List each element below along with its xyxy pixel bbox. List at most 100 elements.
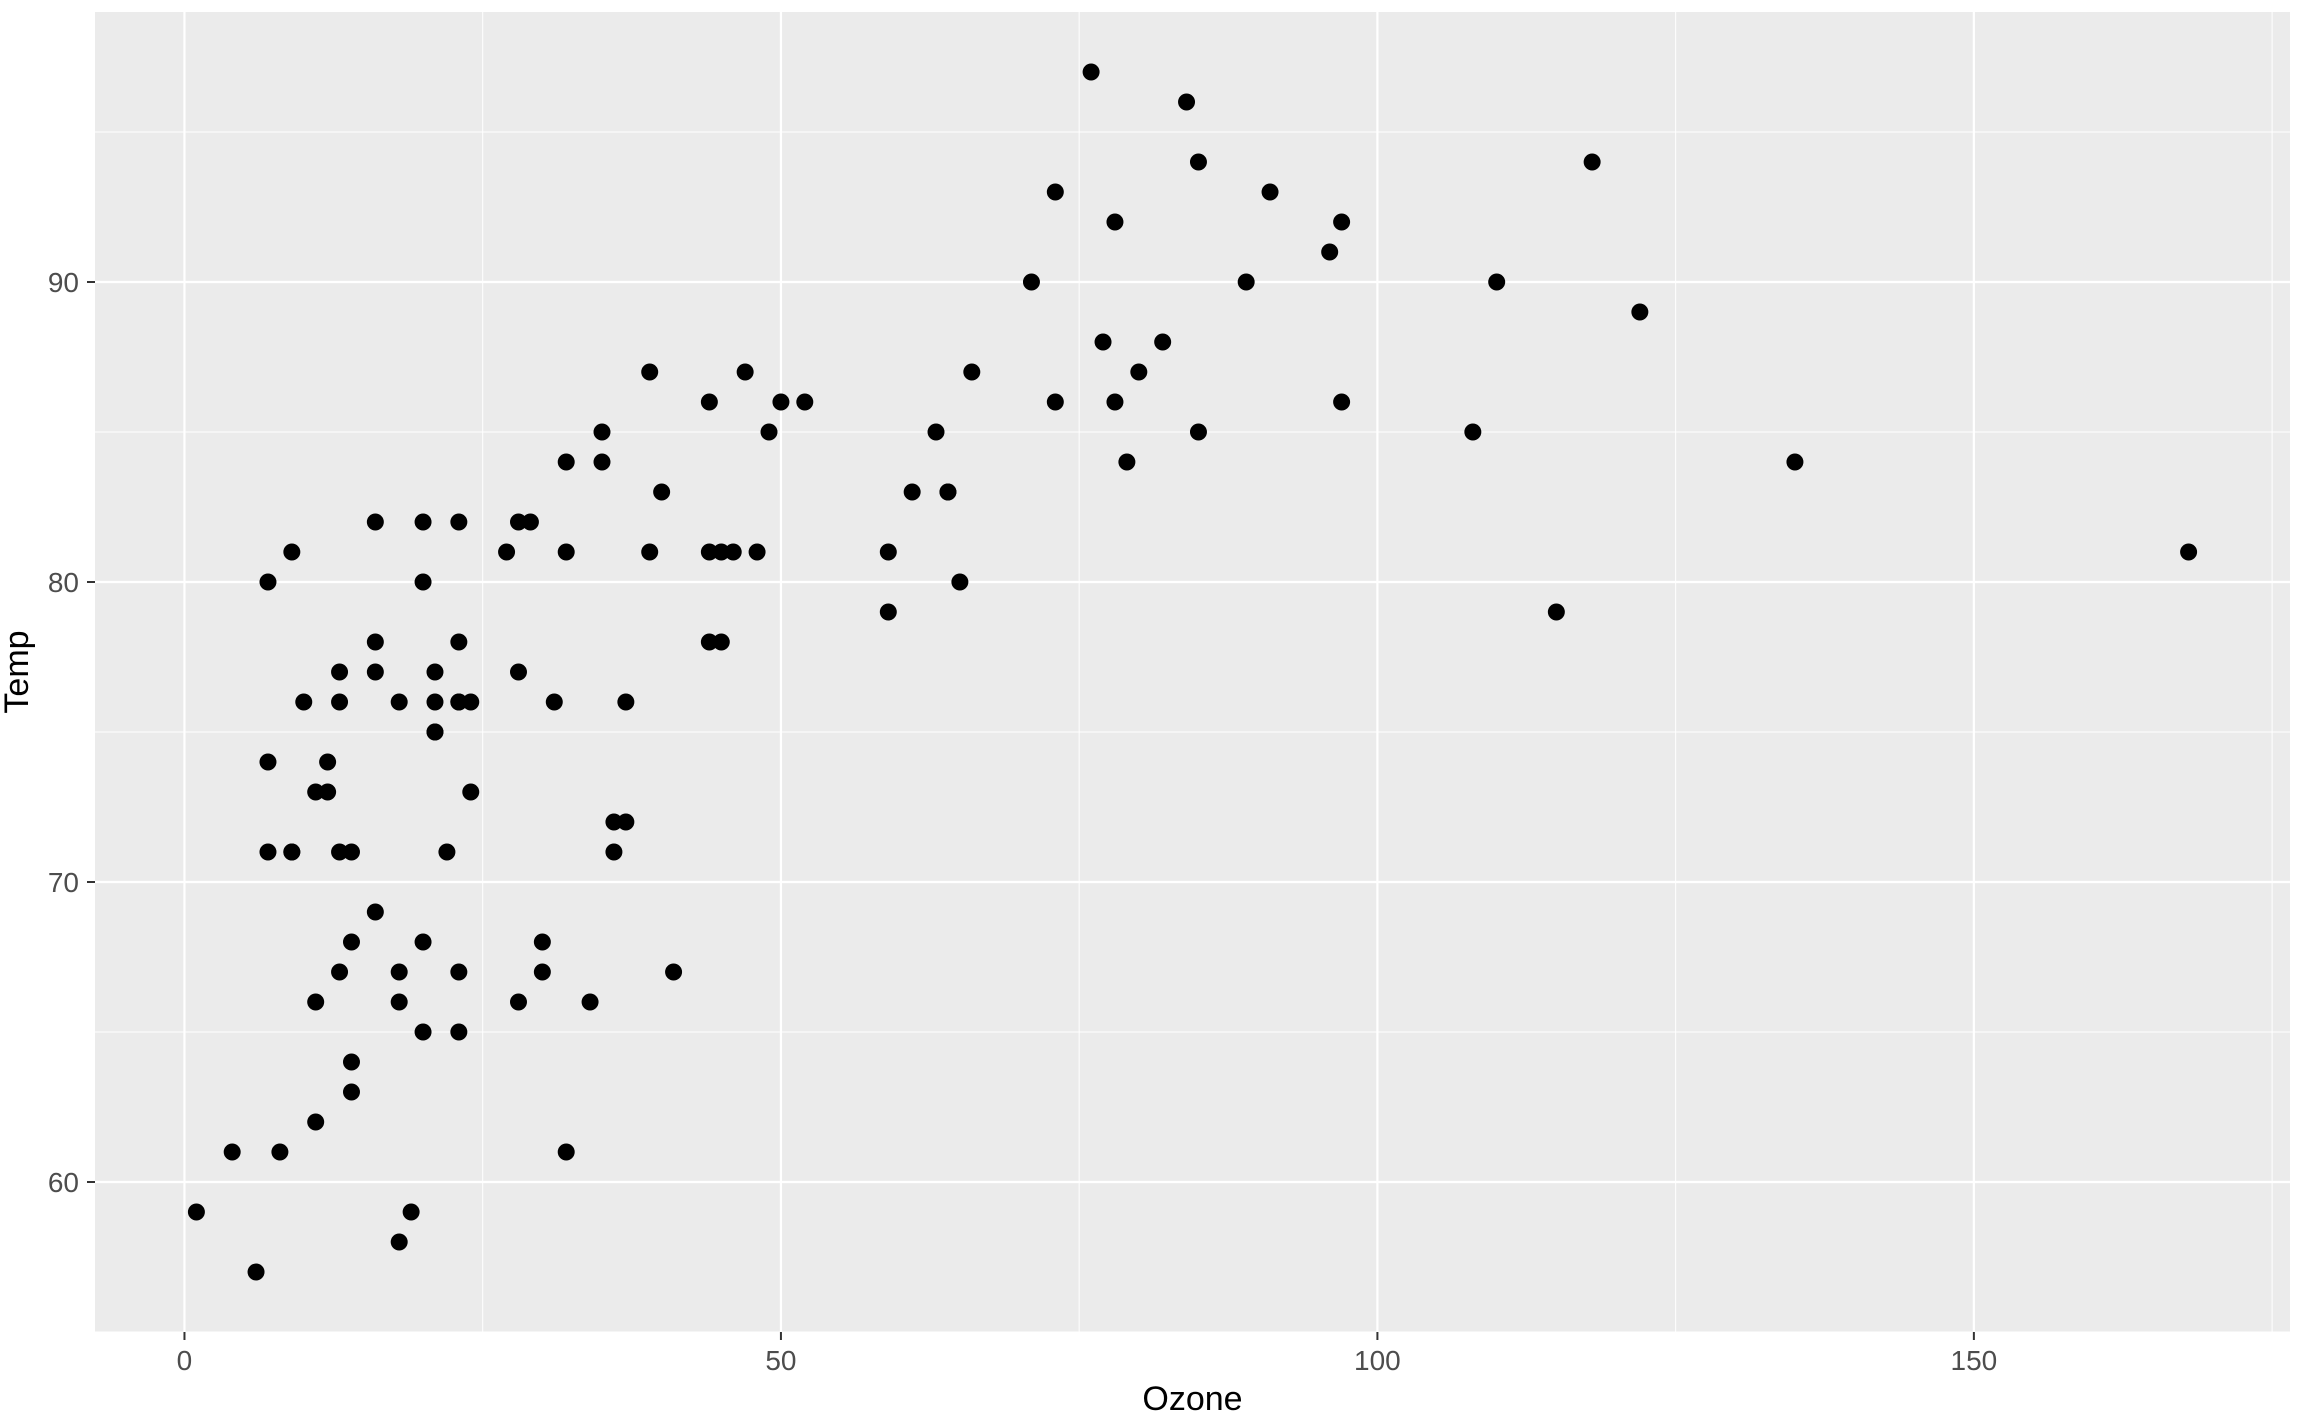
data-point	[307, 1114, 324, 1131]
data-point	[224, 1144, 241, 1161]
data-point	[605, 844, 622, 861]
data-point	[415, 1024, 432, 1041]
data-point	[188, 1204, 205, 1221]
data-point	[772, 394, 789, 411]
data-point	[343, 1054, 360, 1071]
data-point	[426, 694, 443, 711]
data-point	[558, 544, 575, 561]
data-point	[534, 934, 551, 951]
data-point	[331, 694, 348, 711]
data-point	[1083, 64, 1100, 81]
data-point	[319, 784, 336, 801]
data-point	[558, 454, 575, 471]
data-point	[259, 574, 276, 591]
data-point	[248, 1264, 265, 1281]
data-point	[367, 664, 384, 681]
data-point	[426, 724, 443, 741]
data-point	[880, 544, 897, 561]
data-point	[558, 1144, 575, 1161]
data-point	[617, 814, 634, 831]
data-point	[1047, 394, 1064, 411]
data-point	[283, 844, 300, 861]
data-point	[307, 994, 324, 1011]
data-point	[450, 634, 467, 651]
chart-svg: 0 50 100 150 60 70 80 90 Ozone Temp	[0, 0, 2304, 1423]
data-point	[1154, 334, 1171, 351]
data-point	[259, 754, 276, 771]
x-tick-label: 150	[1951, 1345, 1998, 1376]
data-point	[1333, 394, 1350, 411]
data-point	[951, 574, 968, 591]
data-point	[415, 514, 432, 531]
data-point	[761, 424, 778, 441]
x-tick-label: 50	[765, 1345, 796, 1376]
data-point	[1130, 364, 1147, 381]
data-point	[367, 634, 384, 651]
data-point	[498, 544, 515, 561]
y-axis-title: Temp	[0, 630, 36, 713]
data-point	[1631, 304, 1648, 321]
data-point	[904, 484, 921, 501]
data-point	[403, 1204, 420, 1221]
data-point	[391, 994, 408, 1011]
data-point	[1464, 424, 1481, 441]
x-axis-title: Ozone	[1142, 1380, 1242, 1418]
data-point	[343, 1084, 360, 1101]
data-point	[1190, 424, 1207, 441]
data-point	[1178, 94, 1195, 111]
data-point	[343, 844, 360, 861]
data-point	[737, 364, 754, 381]
data-point	[796, 394, 813, 411]
data-point	[367, 904, 384, 921]
y-tick-label: 70	[48, 867, 79, 898]
data-point	[701, 394, 718, 411]
data-point	[510, 994, 527, 1011]
data-point	[653, 484, 670, 501]
data-point	[331, 964, 348, 981]
data-point	[1584, 154, 1601, 171]
data-point	[259, 844, 276, 861]
data-point	[343, 934, 360, 951]
y-tick-label: 80	[48, 567, 79, 598]
data-point	[641, 364, 658, 381]
data-point	[546, 694, 563, 711]
data-point	[1106, 394, 1123, 411]
data-point	[391, 694, 408, 711]
data-point	[367, 514, 384, 531]
data-point	[426, 664, 443, 681]
data-point	[1548, 604, 1565, 621]
x-tick-label: 100	[1354, 1345, 1401, 1376]
data-point	[1333, 214, 1350, 231]
data-point	[1190, 154, 1207, 171]
data-point	[701, 544, 718, 561]
data-point	[331, 664, 348, 681]
y-tick-label: 60	[48, 1167, 79, 1198]
y-tick-label: 90	[48, 267, 79, 298]
data-point	[450, 694, 467, 711]
data-point	[725, 544, 742, 561]
data-point	[1118, 454, 1135, 471]
data-point	[880, 604, 897, 621]
data-point	[271, 1144, 288, 1161]
data-point	[713, 634, 730, 651]
data-point	[939, 484, 956, 501]
data-point	[641, 544, 658, 561]
data-point	[617, 694, 634, 711]
data-point	[963, 364, 980, 381]
data-point	[450, 1024, 467, 1041]
data-point	[462, 784, 479, 801]
scatter-chart: 0 50 100 150 60 70 80 90 Ozone Temp	[0, 0, 2304, 1423]
data-point	[1321, 244, 1338, 261]
data-point	[391, 1234, 408, 1251]
data-point	[450, 514, 467, 531]
data-point	[593, 424, 610, 441]
data-point	[582, 994, 599, 1011]
data-point	[593, 454, 610, 471]
data-point	[295, 694, 312, 711]
data-point	[450, 964, 467, 981]
data-point	[1106, 214, 1123, 231]
x-tick-label: 0	[177, 1345, 193, 1376]
data-point	[415, 934, 432, 951]
data-point	[283, 544, 300, 561]
data-point	[510, 664, 527, 681]
